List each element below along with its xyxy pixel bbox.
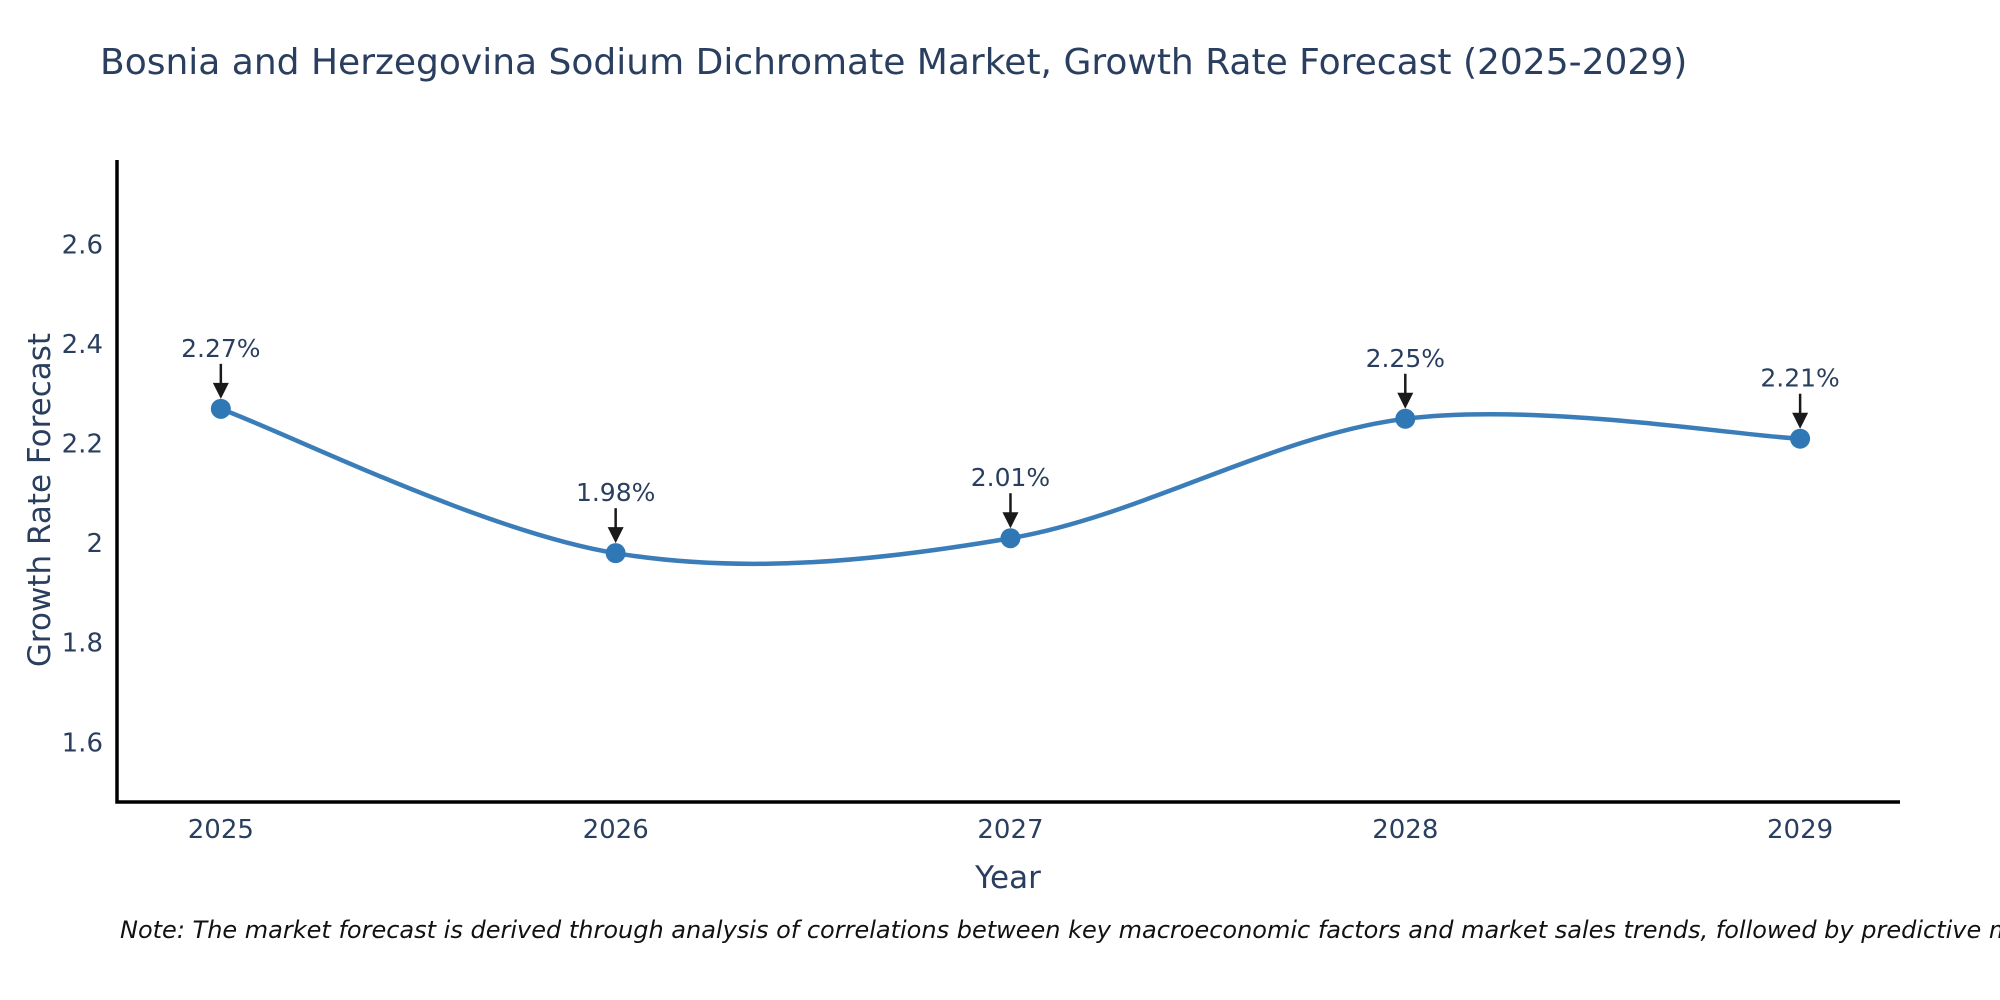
y-tick-label: 2.2 xyxy=(62,430,103,460)
chart-title: Bosnia and Herzegovina Sodium Dichromate… xyxy=(100,42,1688,83)
data-point-marker xyxy=(210,398,231,419)
x-axis-title: Year xyxy=(975,860,1041,896)
annotation-arrowhead-icon xyxy=(607,527,624,544)
point-label: 2.25% xyxy=(1366,344,1445,373)
annotation-arrowhead-icon xyxy=(1002,512,1019,529)
data-point-marker xyxy=(605,543,626,564)
data-point-marker xyxy=(1395,408,1416,429)
y-tick-label: 2.6 xyxy=(62,231,103,261)
x-tick-label: 2026 xyxy=(583,815,649,845)
x-tick-label: 2025 xyxy=(188,815,254,845)
annotation-arrowhead-icon xyxy=(1397,392,1414,409)
axis-lines xyxy=(115,160,1900,804)
y-tick-label: 2 xyxy=(86,529,103,559)
data-point-marker xyxy=(1790,428,1811,449)
data-point-marker xyxy=(1000,528,1021,549)
point-label: 2.01% xyxy=(971,463,1050,492)
point-label: 2.27% xyxy=(181,334,260,363)
y-tick-label: 1.6 xyxy=(62,728,103,758)
y-axis-title: Growth Rate Forecast xyxy=(22,332,58,668)
y-tick-label: 1.8 xyxy=(62,629,103,659)
point-label: 2.21% xyxy=(1760,364,1839,393)
annotation-arrowhead-icon xyxy=(1792,412,1809,429)
y-tick-label: 2.4 xyxy=(62,330,103,360)
x-tick-label: 2027 xyxy=(977,815,1043,845)
point-label: 1.98% xyxy=(576,478,655,507)
x-tick-label: 2029 xyxy=(1767,815,1833,845)
footnote: Note: The market forecast is derived thr… xyxy=(120,916,2000,944)
annotation-arrowhead-icon xyxy=(212,382,229,399)
x-tick-label: 2028 xyxy=(1372,815,1438,845)
